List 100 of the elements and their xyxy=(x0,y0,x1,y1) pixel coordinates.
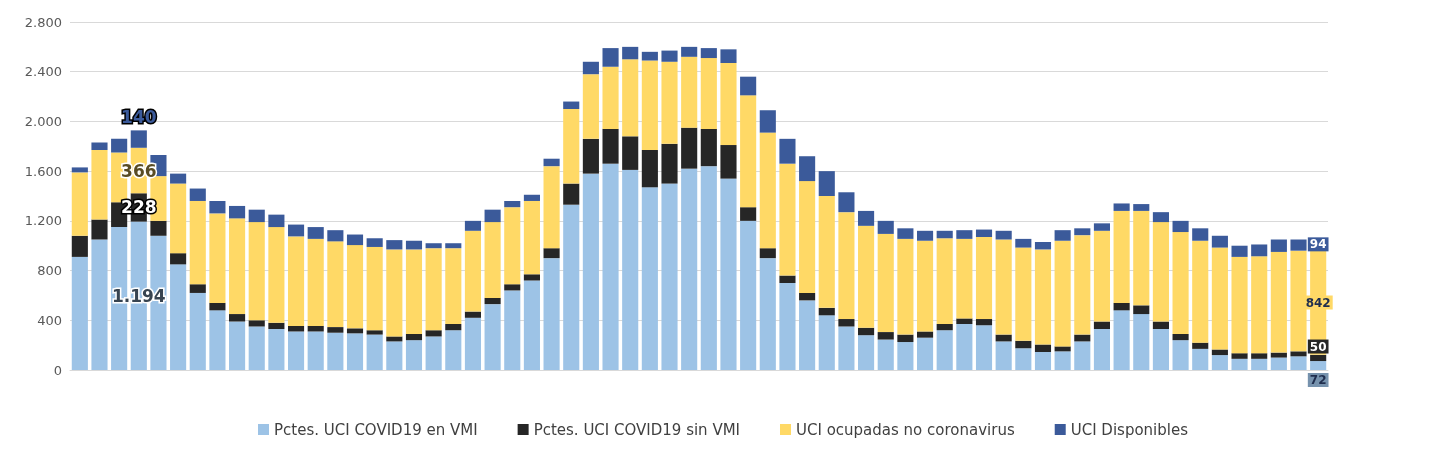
bar xyxy=(386,336,403,342)
bar xyxy=(1133,204,1150,211)
bar xyxy=(916,240,934,332)
bar xyxy=(681,46,698,57)
bar xyxy=(1172,340,1189,370)
bar xyxy=(229,218,246,315)
bar xyxy=(838,192,855,213)
bar xyxy=(916,337,934,370)
bar xyxy=(366,334,383,370)
bar xyxy=(582,61,599,75)
bar xyxy=(740,207,757,221)
bar xyxy=(71,256,88,370)
y-tick-label: 400 xyxy=(37,312,62,328)
bar xyxy=(523,280,540,370)
bar xyxy=(1015,348,1032,370)
bar xyxy=(700,58,717,129)
bar xyxy=(1231,256,1248,354)
bar xyxy=(189,200,206,285)
bar xyxy=(740,76,757,96)
bar xyxy=(956,238,973,319)
bar xyxy=(91,239,108,370)
bar xyxy=(1054,351,1071,370)
bar xyxy=(405,333,423,341)
bar xyxy=(543,158,560,167)
bar xyxy=(582,138,599,174)
bar xyxy=(838,326,855,370)
bar xyxy=(1270,251,1287,353)
bar xyxy=(464,220,482,231)
bar xyxy=(307,238,324,326)
bar xyxy=(838,212,855,320)
bar xyxy=(189,188,206,201)
bar xyxy=(661,50,678,62)
bar xyxy=(307,331,324,370)
bar xyxy=(759,110,776,133)
bar xyxy=(327,241,344,328)
bar xyxy=(661,143,678,184)
bar xyxy=(111,138,128,153)
bar xyxy=(1093,223,1111,231)
bar xyxy=(425,243,442,249)
bar xyxy=(877,339,894,370)
bar xyxy=(1152,321,1169,329)
bar xyxy=(1172,232,1189,334)
bar xyxy=(661,183,678,370)
bar xyxy=(1152,222,1169,322)
bar xyxy=(1074,235,1091,335)
bar xyxy=(287,236,305,326)
bar xyxy=(1192,342,1209,349)
bar xyxy=(1113,210,1130,303)
bar xyxy=(209,302,226,311)
bar xyxy=(602,66,619,129)
bar xyxy=(602,163,619,370)
bar xyxy=(71,235,88,257)
bar xyxy=(1192,240,1209,343)
bar xyxy=(818,196,835,308)
bar xyxy=(641,51,658,61)
bar xyxy=(661,61,678,144)
bar xyxy=(504,284,521,291)
bar xyxy=(346,333,364,370)
bar xyxy=(563,101,580,109)
bar xyxy=(1251,353,1268,359)
bar xyxy=(504,207,521,285)
bar xyxy=(700,48,717,59)
bar xyxy=(641,187,658,370)
bar xyxy=(1034,344,1052,352)
bar xyxy=(799,300,816,370)
bar xyxy=(700,128,717,167)
bar xyxy=(818,307,835,316)
legend-label: UCI Disponibles xyxy=(1070,420,1189,439)
bar xyxy=(523,194,540,201)
bar xyxy=(405,240,423,250)
bar xyxy=(268,322,285,329)
bar xyxy=(543,258,560,370)
data-label: 842 xyxy=(1305,295,1331,310)
bar xyxy=(209,200,226,214)
bar xyxy=(936,238,953,325)
bar xyxy=(150,220,167,236)
bar xyxy=(818,315,835,370)
bar xyxy=(897,334,914,343)
bar xyxy=(229,314,246,322)
bar xyxy=(523,274,540,281)
bar xyxy=(1074,228,1091,236)
bar xyxy=(170,264,187,370)
bar xyxy=(1172,220,1189,233)
bar xyxy=(818,171,835,196)
bar xyxy=(622,136,639,170)
bar xyxy=(916,230,934,241)
bar xyxy=(877,220,894,234)
data-label: 94 xyxy=(1309,237,1327,252)
bar xyxy=(504,200,521,208)
bar xyxy=(1054,346,1071,352)
bar xyxy=(582,173,599,370)
bar xyxy=(759,258,776,370)
bar xyxy=(366,330,383,335)
bar xyxy=(366,238,383,247)
bar xyxy=(563,183,580,205)
bar xyxy=(543,248,560,259)
bar xyxy=(1192,348,1209,370)
bar xyxy=(1172,333,1189,341)
bar xyxy=(622,46,639,60)
bar xyxy=(700,166,717,370)
